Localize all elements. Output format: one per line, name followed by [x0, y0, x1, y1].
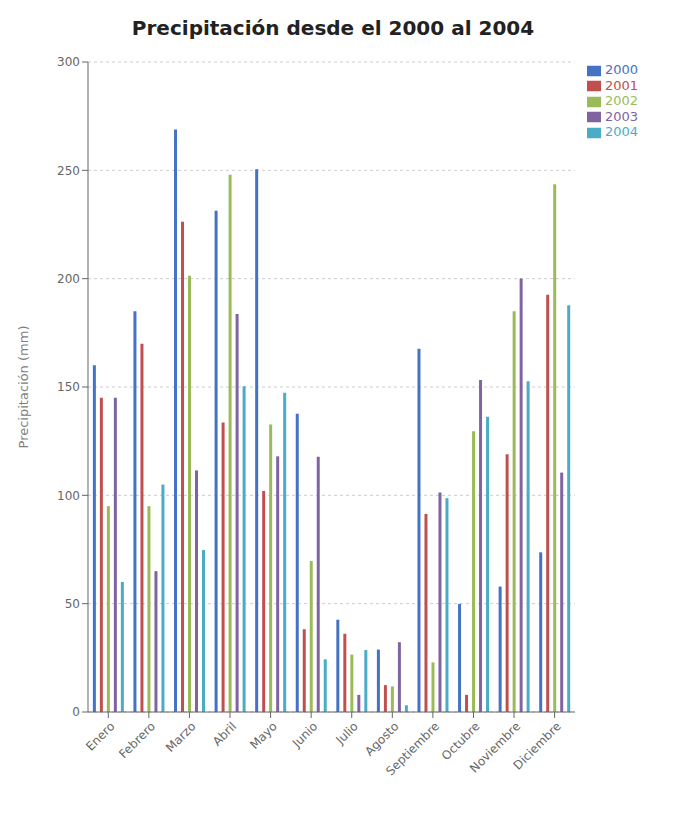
svg-text:0: 0 [72, 705, 80, 719]
svg-text:Precipitación (mm): Precipitación (mm) [16, 326, 31, 449]
svg-text:Julio: Julio [333, 719, 361, 747]
svg-text:Octubre: Octubre [438, 719, 483, 764]
html-text:2002: 2002 [604, 93, 638, 108]
svg-text:300: 300 [57, 55, 80, 69]
html-text:Precipitación desde el 2000 al: Precipitación desde el 2000 al 2004 [131, 16, 535, 40]
svg-text:Mayo: Mayo [247, 719, 280, 752]
svg-text:Junio: Junio [289, 719, 320, 750]
html-text:2000: 2000 [604, 62, 638, 77]
svg-text:100: 100 [57, 489, 80, 503]
svg-text:Marzo: Marzo [163, 719, 199, 755]
html-text:2004: 2004 [604, 124, 638, 139]
html-text:2001: 2001 [604, 77, 638, 93]
svg-text:Diciembre: Diciembre [511, 719, 564, 772]
svg-text:200: 200 [57, 272, 80, 286]
svg-text:Agosto: Agosto [362, 719, 401, 758]
svg-text:250: 250 [57, 164, 80, 178]
svg-text:50: 50 [65, 597, 80, 611]
svg-text:150: 150 [57, 380, 80, 394]
html-text:2003: 2003 [604, 108, 638, 124]
svg-text:Noviembre: Noviembre [467, 719, 524, 776]
svg-text:Septiembre: Septiembre [383, 719, 442, 778]
svg-text:Enero: Enero [83, 719, 117, 753]
svg-text:Abril: Abril [210, 719, 239, 748]
svg-text:Febrero: Febrero [116, 719, 158, 761]
